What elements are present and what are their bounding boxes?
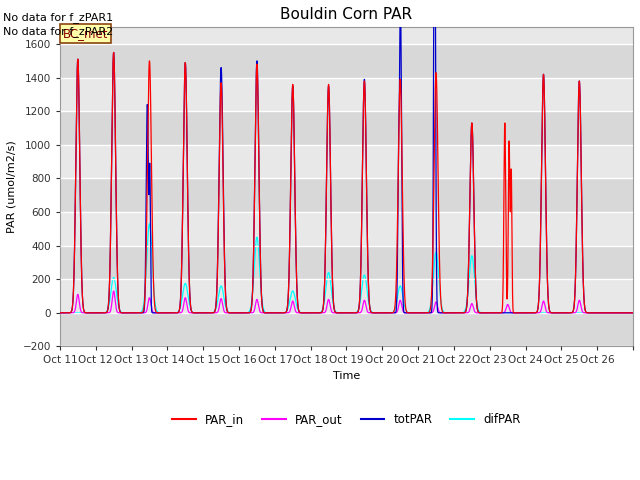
Bar bbox=[60, 313, 633, 347]
Text: No data for f_zPAR1: No data for f_zPAR1 bbox=[3, 12, 113, 23]
Bar bbox=[60, 145, 633, 179]
Title: Bouldin Corn PAR: Bouldin Corn PAR bbox=[280, 7, 413, 22]
Bar bbox=[60, 179, 633, 212]
Bar bbox=[60, 212, 633, 246]
X-axis label: Time: Time bbox=[333, 371, 360, 381]
Text: BC_met: BC_met bbox=[63, 27, 108, 40]
Legend: PAR_in, PAR_out, totPAR, difPAR: PAR_in, PAR_out, totPAR, difPAR bbox=[168, 408, 525, 431]
Bar bbox=[60, 44, 633, 78]
Bar bbox=[60, 246, 633, 279]
Text: No data for f_zPAR2: No data for f_zPAR2 bbox=[3, 26, 113, 37]
Bar bbox=[60, 111, 633, 145]
Bar bbox=[60, 78, 633, 111]
Bar bbox=[60, 279, 633, 313]
Y-axis label: PAR (umol/m2/s): PAR (umol/m2/s) bbox=[7, 141, 17, 233]
